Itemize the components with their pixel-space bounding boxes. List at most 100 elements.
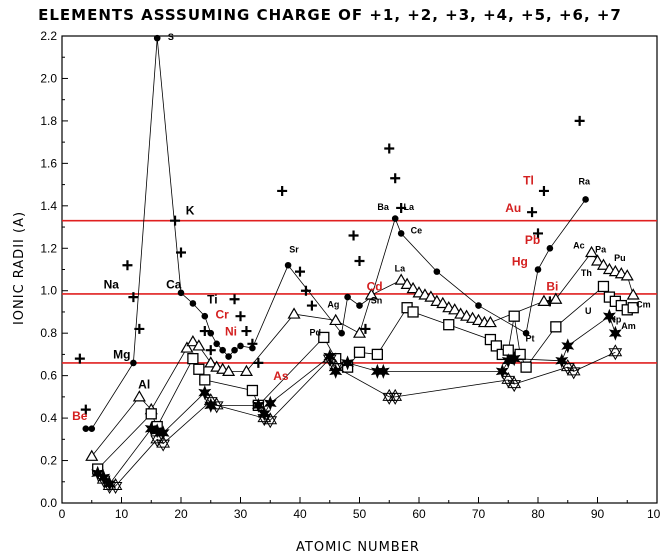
element-label: Ti: [207, 292, 217, 306]
triangle-point: [483, 315, 497, 328]
element-label: La: [404, 202, 415, 212]
triangle-point: [549, 292, 563, 304]
dot-point: [213, 340, 220, 348]
triangle-point: [180, 341, 194, 353]
triangle-point: [596, 258, 610, 270]
triangle-point: [585, 245, 599, 258]
triangle-point: [204, 356, 218, 368]
plus-point: [360, 323, 371, 334]
element-label: Ni: [225, 324, 237, 338]
x-tick-label: 20: [174, 507, 188, 521]
y-tick-label: 0.8: [40, 326, 57, 340]
element-label: Cm: [636, 300, 651, 310]
plus-point: [306, 300, 317, 311]
y-tick-label: 0.2: [40, 454, 57, 468]
star-point: [323, 349, 337, 364]
plus-point: [176, 247, 186, 258]
plus-point: [74, 353, 85, 364]
plus-point: [384, 143, 395, 154]
hollow-star-down: [566, 367, 581, 380]
hollow-star-point: [566, 363, 581, 380]
square-point: [199, 374, 211, 386]
hollow-star-up: [203, 393, 218, 406]
star-point: [370, 363, 384, 379]
x-axis-title: ATOMIC NUMBER: [296, 540, 420, 555]
plus-point: [205, 345, 216, 356]
y-tick-label: 1.8: [40, 114, 57, 128]
element-label: Th: [581, 268, 592, 278]
hollow-star-up: [322, 350, 337, 363]
square-point: [407, 306, 419, 318]
star-point: [156, 425, 170, 441]
plus-point: [80, 404, 91, 415]
element-label: Au: [505, 201, 521, 215]
star-point: [507, 351, 521, 367]
plus-point: [527, 207, 538, 218]
star-point: [251, 397, 265, 413]
triangle-point: [239, 364, 253, 376]
dot-point: [82, 425, 90, 433]
triangle-point: [364, 288, 378, 300]
hollow-star-up: [150, 431, 165, 444]
element-label: Bi: [546, 280, 558, 294]
hollow-star-down: [608, 348, 623, 361]
square-point: [490, 340, 503, 352]
element-label: U: [585, 306, 592, 316]
element-label: Pu: [614, 253, 626, 263]
element-label: Pd: [310, 327, 322, 337]
triangle-point: [287, 307, 301, 319]
plus-point: [170, 215, 181, 226]
dot-point: [249, 344, 256, 352]
plus-point: [253, 357, 264, 368]
hollow-star-up: [566, 363, 581, 376]
star-point: [376, 363, 390, 379]
triangle-point: [590, 254, 605, 266]
triangle-point: [626, 288, 640, 300]
triangle-point: [192, 339, 206, 351]
x-tick-label: 80: [531, 507, 545, 521]
plus-point: [235, 311, 246, 322]
element-label: Ag: [327, 300, 339, 310]
x-tick-label: 0: [59, 507, 66, 521]
triangle-point: [222, 364, 236, 376]
triangle-point: [329, 313, 343, 326]
dot-point: [189, 300, 197, 307]
hollow-star-point: [388, 388, 403, 405]
hollow-star-down: [263, 416, 278, 429]
element-label: K: [186, 203, 195, 217]
triangle-point: [394, 273, 408, 285]
plus-point: [348, 230, 359, 241]
element-label: Sr: [289, 245, 299, 255]
plus-point: [538, 185, 549, 196]
triangle-point: [406, 281, 420, 294]
hollow-star-point: [328, 359, 343, 376]
star-point: [495, 363, 509, 379]
square-point: [193, 363, 205, 375]
element-label: Na: [104, 278, 120, 292]
element-label: Am: [621, 321, 636, 331]
plus-point: [574, 115, 585, 126]
star-point: [561, 338, 575, 354]
hollow-star-up: [328, 359, 343, 372]
hollow-star-down: [108, 482, 123, 495]
dot-point: [397, 230, 405, 237]
star-point: [103, 476, 117, 492]
square-point: [187, 353, 199, 365]
star-point: [602, 308, 616, 324]
star-point: [91, 465, 105, 481]
square-point: [484, 333, 497, 346]
triangle-point: [400, 277, 414, 289]
y-tick-label: 0.6: [40, 369, 57, 383]
dot-point: [201, 312, 209, 320]
dot-point: [231, 346, 238, 354]
element-label: Ra: [578, 177, 590, 187]
hollow-star-point: [263, 412, 278, 429]
x-tick-label: 50: [353, 507, 367, 521]
dot-point: [344, 293, 351, 301]
hollow-star-up: [608, 344, 623, 357]
triangle-point: [424, 290, 438, 302]
plus-point: [229, 294, 240, 305]
x-tick-label: 10: [115, 507, 129, 521]
element-label: Ce: [411, 225, 423, 235]
plus-point: [396, 202, 407, 213]
